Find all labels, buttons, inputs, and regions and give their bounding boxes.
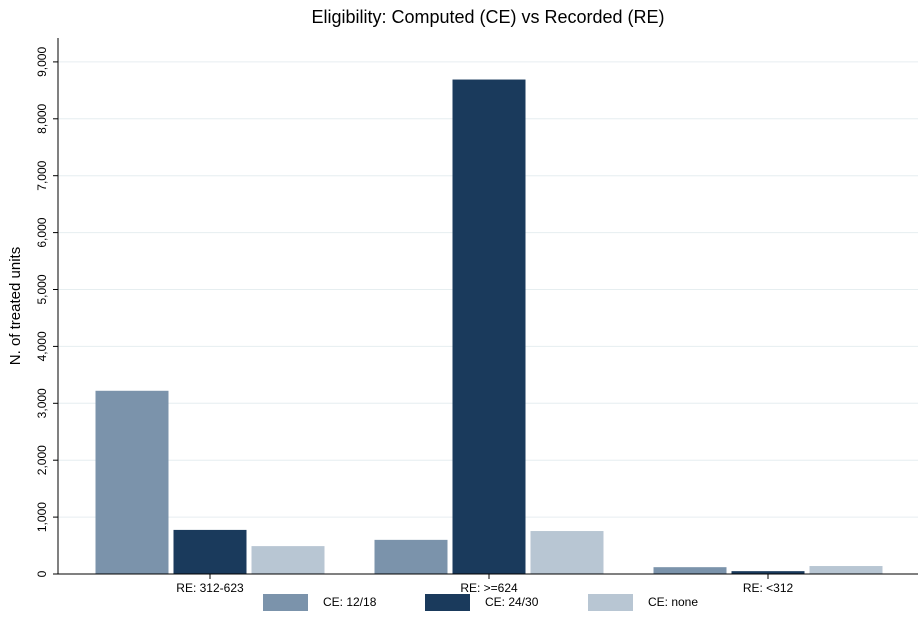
y-tick-label: 6,000 — [35, 217, 49, 247]
bar — [374, 539, 448, 574]
x-tick-label: RE: >=624 — [460, 581, 518, 595]
legend-swatch — [425, 594, 470, 611]
y-tick-label: 8,000 — [35, 103, 49, 133]
y-tick-label: 4,000 — [35, 331, 49, 361]
bar — [251, 546, 325, 574]
bar — [653, 567, 727, 574]
x-tick-label: RE: 312-623 — [176, 581, 244, 595]
y-tick-label: 7,000 — [35, 160, 49, 190]
y-axis-title: N. of treated units — [7, 247, 24, 365]
y-tick-label: 3,000 — [35, 388, 49, 418]
bar — [95, 390, 169, 574]
y-tick-label: 1,000 — [35, 502, 49, 532]
legend-label: CE: none — [648, 595, 698, 609]
y-tick-label: 9,000 — [35, 47, 49, 77]
bar — [809, 566, 883, 574]
legend-label: CE: 12/18 — [323, 595, 377, 609]
legend-swatch — [263, 594, 308, 611]
legend-label: CE: 24/30 — [485, 595, 539, 609]
bar — [530, 531, 604, 574]
y-tick-label: 2,000 — [35, 445, 49, 475]
y-tick-label: 0 — [35, 570, 49, 577]
bar — [452, 79, 526, 574]
y-tick-label: 5,000 — [35, 274, 49, 304]
legend-swatch — [588, 594, 633, 611]
bar — [731, 571, 805, 574]
chart-title: Eligibility: Computed (CE) vs Recorded (… — [311, 7, 664, 27]
bar — [173, 529, 247, 574]
x-tick-label: RE: <312 — [743, 581, 794, 595]
